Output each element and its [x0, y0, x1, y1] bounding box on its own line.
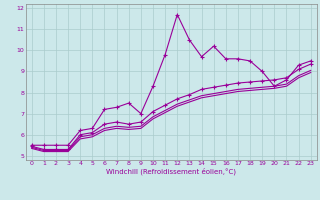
X-axis label: Windchill (Refroidissement éolien,°C): Windchill (Refroidissement éolien,°C)	[106, 168, 236, 175]
